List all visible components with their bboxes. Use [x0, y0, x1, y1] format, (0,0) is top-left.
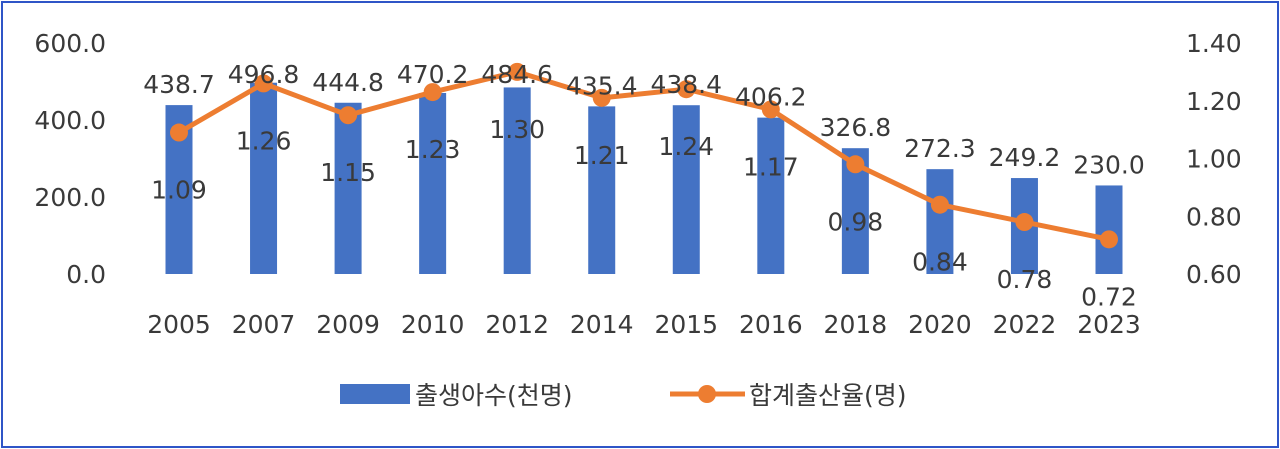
bar-data-label: 249.2 — [989, 143, 1061, 172]
bar-data-labels: 438.7 496.8 444.8 470.2 484.6 435.4 438.4 406.2… — [143, 60, 1145, 179]
bar — [926, 169, 954, 274]
x-tick-label: 2007 — [232, 310, 296, 339]
bar — [334, 102, 362, 274]
bar — [503, 87, 531, 274]
line-point — [339, 106, 358, 125]
line-point — [1015, 213, 1034, 232]
left-axis: 0.0 200.0 400.0 600.0 — [34, 29, 106, 289]
bar — [757, 117, 785, 274]
bar-data-label: 230.0 — [1073, 150, 1145, 179]
line-data-label: 0.78 — [997, 265, 1053, 294]
line-point — [930, 195, 949, 214]
left-tick-label: 400.0 — [34, 106, 106, 135]
left-tick-label: 600.0 — [34, 29, 106, 58]
line-data-label: 0.72 — [1081, 282, 1137, 311]
legend-bar-swatch — [340, 384, 410, 404]
right-tick-label: 0.80 — [1186, 202, 1242, 231]
line-data-label: 1.17 — [743, 152, 799, 181]
line-point — [423, 83, 442, 102]
x-tick-label: 2023 — [1077, 310, 1141, 339]
x-tick-label: 2022 — [993, 310, 1057, 339]
line-point — [592, 88, 611, 107]
x-tick-label: 2005 — [147, 310, 211, 339]
left-tick-label: 0.0 — [66, 260, 106, 289]
bar-data-label: 484.6 — [481, 60, 553, 89]
bar-data-label: 326.8 — [820, 113, 892, 142]
x-tick-label: 2014 — [570, 310, 634, 339]
line-data-label: 1.26 — [236, 126, 292, 155]
line-data-label: 1.15 — [320, 158, 376, 187]
bar — [588, 106, 616, 274]
x-tick-label: 2015 — [654, 310, 718, 339]
right-tick-label: 1.00 — [1186, 145, 1242, 174]
left-tick-label: 200.0 — [34, 183, 106, 212]
right-tick-label: 0.60 — [1186, 260, 1242, 289]
bar — [672, 105, 700, 274]
bar-data-label: 438.4 — [650, 70, 722, 99]
bar — [1095, 185, 1123, 274]
line-point — [677, 80, 696, 99]
line-data-label: 0.98 — [828, 207, 884, 236]
line-path — [177, 69, 1110, 242]
x-tick-label: 2018 — [824, 310, 888, 339]
line-point — [508, 62, 527, 81]
line-point — [254, 74, 273, 93]
bar-data-label: 435.4 — [566, 71, 638, 100]
bar — [419, 92, 447, 275]
x-axis: 2005 2007 2009 2010 2012 2014 2015 2016 2018 2020… — [147, 310, 1141, 339]
x-tick-label: 2020 — [908, 310, 972, 339]
x-tick-label: 2009 — [316, 310, 380, 339]
bar — [250, 82, 278, 275]
legend-bar-label: 출생아수(천명) — [415, 381, 573, 410]
line-data-label: 1.21 — [574, 141, 630, 170]
line-data-labels: 1.09 1.26 1.15 1.23 1.30 1.21 1.24 1.17 0.98 0.84… — [151, 115, 1137, 311]
x-tick-label: 2016 — [739, 310, 803, 339]
bar-data-label: 406.2 — [735, 83, 807, 112]
right-tick-label: 1.20 — [1186, 87, 1242, 116]
line-data-label: 0.84 — [912, 248, 968, 277]
legend-line-label: 합계출산율(명) — [749, 381, 907, 410]
bar-series — [165, 82, 1123, 275]
x-tick-label: 2010 — [401, 310, 465, 339]
legend: 출생아수(천명) 합계출산율(명) — [340, 381, 907, 410]
line-data-label: 1.24 — [658, 132, 714, 161]
line-point — [761, 100, 780, 119]
x-tick-label: 2012 — [485, 310, 549, 339]
line-point — [170, 123, 188, 142]
bar-data-label: 470.2 — [397, 60, 469, 89]
line-point — [1100, 230, 1118, 249]
bar-data-label: 438.7 — [143, 70, 215, 99]
right-axis: 0.60 0.80 1.00 1.20 1.40 — [1186, 29, 1242, 289]
bar-data-label: 496.8 — [228, 60, 300, 89]
line-point — [846, 155, 865, 174]
line-data-label: 1.09 — [151, 176, 207, 205]
legend-line-marker — [698, 385, 716, 403]
line-data-label: 1.23 — [405, 135, 461, 164]
right-tick-label: 1.40 — [1186, 29, 1242, 58]
bar-data-label: 444.8 — [312, 68, 384, 97]
line-data-label: 1.30 — [489, 115, 545, 144]
line-series — [170, 62, 1118, 249]
bar-data-label: 272.3 — [904, 134, 976, 163]
